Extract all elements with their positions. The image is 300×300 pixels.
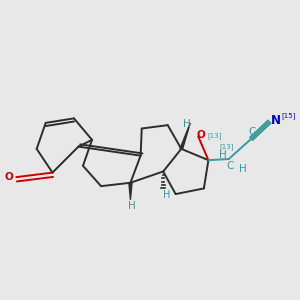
Text: H: H — [183, 118, 191, 128]
Polygon shape — [180, 123, 190, 149]
Text: H: H — [239, 164, 247, 174]
Text: O: O — [4, 172, 13, 182]
Text: H: H — [219, 150, 226, 160]
Text: [15]: [15] — [282, 113, 296, 119]
Text: O: O — [196, 130, 205, 140]
Text: N: N — [271, 114, 281, 127]
Text: H: H — [163, 190, 170, 200]
Polygon shape — [129, 183, 132, 200]
Text: C: C — [226, 161, 234, 171]
Text: [13]: [13] — [219, 144, 234, 151]
Text: H: H — [128, 201, 135, 211]
Text: C: C — [249, 127, 256, 137]
Text: [13]: [13] — [208, 132, 222, 139]
